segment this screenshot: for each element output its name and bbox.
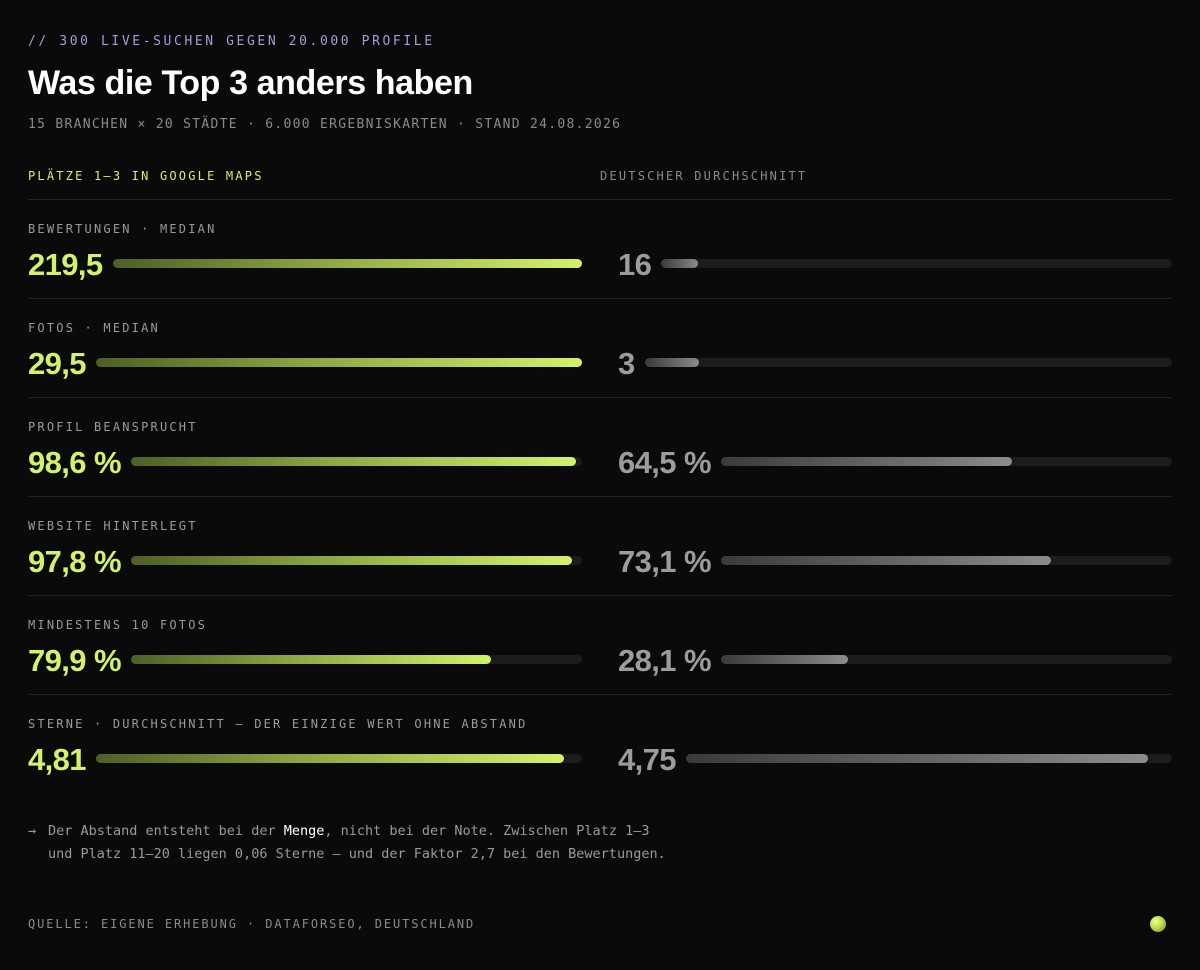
comparison-row: STERNE · DURCHSCHNITT — DER EINZIGE WERT… xyxy=(28,695,1172,794)
top3-bar-track xyxy=(96,358,582,367)
top3-value: 219,5 xyxy=(28,247,103,282)
top3-value: 79,9 % xyxy=(28,643,122,678)
top3-bar xyxy=(96,358,582,367)
average-bar xyxy=(661,259,698,268)
row-label: BEWERTUNGEN · MEDIAN xyxy=(28,222,217,236)
average-bar-track xyxy=(721,556,1172,565)
top3-value: 29,5 xyxy=(28,346,87,381)
average-value: 73,1 % xyxy=(618,544,712,579)
top3-bar-track xyxy=(113,259,582,268)
top3-bar-track xyxy=(131,655,582,664)
footnote-text-after: , nicht bei der Note. Zwischen Platz 1–3… xyxy=(48,823,666,862)
footnote: → Der Abstand entsteht bei der Menge, ni… xyxy=(28,820,668,865)
top3-bar-track xyxy=(131,457,582,466)
arrow-icon: → xyxy=(28,823,37,839)
footnote-text: Der Abstand entsteht bei der Menge, nich… xyxy=(28,820,668,865)
average-bar xyxy=(721,556,1051,565)
source-line: QUELLE: EIGENE ERHEBUNG · DATAFORSEO, DE… xyxy=(28,917,476,931)
row-label: PROFIL BEANSPRUCHT xyxy=(28,420,198,434)
comparison-row: WEBSITE HINTERLEGT 97,8 % 73,1 % xyxy=(28,497,1172,596)
top3-bar xyxy=(113,259,582,268)
top3-bar xyxy=(131,655,491,664)
page-title: Was die Top 3 anders haben xyxy=(28,64,473,102)
comparison-row: PROFIL BEANSPRUCHT 98,6 % 64,5 % xyxy=(28,398,1172,497)
brand-dot-icon xyxy=(1150,916,1166,932)
average-value: 28,1 % xyxy=(618,643,712,678)
top3-bar-track xyxy=(131,556,582,565)
subtitle: 15 BRANCHEN × 20 STÄDTE · 6.000 ERGEBNIS… xyxy=(28,117,622,132)
average-bar xyxy=(686,754,1148,763)
divider xyxy=(28,199,1172,200)
footnote-highlight: Menge xyxy=(283,823,325,839)
column-header-average: DEUTSCHER DURCHSCHNITT xyxy=(600,169,808,183)
row-label: FOTOS · MEDIAN xyxy=(28,321,160,335)
top3-bar xyxy=(131,457,576,466)
average-value: 4,75 xyxy=(618,742,677,777)
comparison-row: FOTOS · MEDIAN 29,5 3 xyxy=(28,299,1172,398)
top3-value: 4,81 xyxy=(28,742,87,777)
row-label: MINDESTENS 10 FOTOS xyxy=(28,618,208,632)
eyebrow: // 300 LIVE-SUCHEN GEGEN 20.000 PROFILE xyxy=(28,34,435,49)
average-bar xyxy=(721,655,848,664)
comparison-row: MINDESTENS 10 FOTOS 79,9 % 28,1 % xyxy=(28,596,1172,695)
column-header-top3: PLÄTZE 1–3 IN GOOGLE MAPS xyxy=(28,169,264,183)
average-value: 64,5 % xyxy=(618,445,712,480)
top3-bar xyxy=(96,754,564,763)
average-bar-track xyxy=(721,457,1172,466)
average-bar-track xyxy=(645,358,1172,367)
top3-value: 97,8 % xyxy=(28,544,122,579)
row-label: STERNE · DURCHSCHNITT — DER EINZIGE WERT… xyxy=(28,717,528,731)
average-bar xyxy=(721,457,1012,466)
average-bar-track xyxy=(686,754,1172,763)
average-bar xyxy=(645,358,699,367)
average-value: 16 xyxy=(618,247,652,282)
average-bar-track xyxy=(721,655,1172,664)
average-value: 3 xyxy=(618,346,635,381)
footnote-text-before: Der Abstand entsteht bei der xyxy=(48,823,284,839)
top3-value: 98,6 % xyxy=(28,445,122,480)
top3-bar-track xyxy=(96,754,582,763)
top3-bar xyxy=(131,556,572,565)
average-bar-track xyxy=(661,259,1172,268)
row-label: WEBSITE HINTERLEGT xyxy=(28,519,198,533)
comparison-row: BEWERTUNGEN · MEDIAN 219,5 16 xyxy=(28,200,1172,299)
